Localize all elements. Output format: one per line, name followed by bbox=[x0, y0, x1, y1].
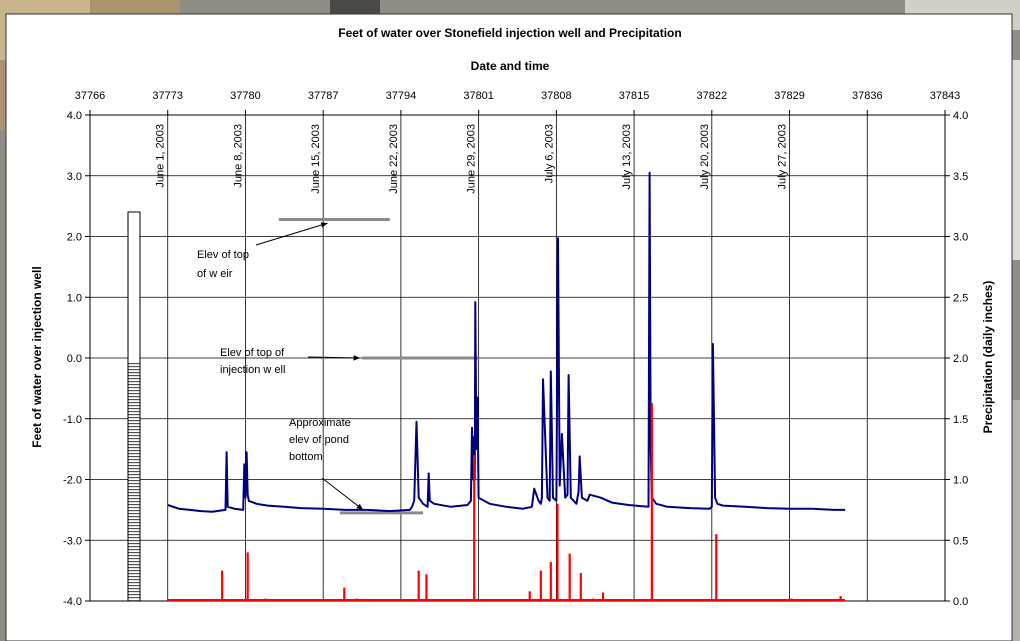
annotation-arrow bbox=[307, 356, 361, 359]
x-tick-label: 37843 bbox=[930, 90, 961, 102]
annotation-line: of w eir bbox=[197, 268, 233, 280]
annotation-text: Approximate elev of pond bottom bbox=[289, 417, 351, 463]
x-tick-label: 37829 bbox=[774, 90, 805, 102]
date-label: June 1, 2003 bbox=[155, 124, 167, 188]
date-label: June 15, 2003 bbox=[310, 124, 322, 194]
x-ticks: 37766 37773 37780 37787 37794 37801 37808 37815… bbox=[75, 90, 961, 115]
annotation-line: bottom bbox=[289, 451, 323, 463]
y-tick-label: 3.0 bbox=[67, 171, 82, 183]
y2-tick-label: 3.0 bbox=[953, 232, 968, 244]
x-tick-label: 37822 bbox=[697, 90, 728, 102]
annotation-arrowhead bbox=[356, 503, 364, 510]
chart-panel bbox=[5, 13, 1013, 641]
annotation-line: Approximate bbox=[289, 417, 351, 429]
y-ticks: 4.0 3.0 2.0 1.0 0.0 -1.0 -2.0 -3.0 -4.0 bbox=[63, 110, 90, 608]
y2-tick-label: 0.0 bbox=[953, 596, 968, 608]
annotation-text: Elev of top of injection w ell bbox=[220, 347, 285, 376]
x-tick-label: 37766 bbox=[75, 90, 106, 102]
date-labels: June 1, 2003 June 8, 2003 June 15, 2003 Jun… bbox=[155, 124, 789, 194]
annotation-arrow bbox=[255, 222, 328, 246]
y2-ticks: 4.0 3.5 3.0 2.5 2.0 1.5 1.0 0.5 0.0 bbox=[945, 110, 968, 608]
date-label: July 13, 2003 bbox=[621, 124, 633, 189]
date-label: June 8, 2003 bbox=[232, 124, 244, 188]
y-tick-label: -4.0 bbox=[63, 596, 82, 608]
x-axis-label: Date and time bbox=[471, 59, 550, 73]
annotation-arrow bbox=[321, 477, 364, 511]
gauge-tube bbox=[127, 211, 141, 602]
y-tick-label: -3.0 bbox=[63, 535, 82, 547]
annotation-arrowhead bbox=[320, 222, 328, 228]
y-tick-label: 0.0 bbox=[67, 353, 82, 365]
y-tick-label: 4.0 bbox=[67, 110, 82, 122]
y-tick-label: 2.0 bbox=[67, 232, 82, 244]
y2-tick-label: 1.5 bbox=[953, 414, 968, 426]
annotation-arrowhead bbox=[353, 355, 361, 361]
annotations: Elev of top of w eir Elev of top of injecti… bbox=[197, 222, 364, 511]
x-tick-label: 37801 bbox=[463, 90, 494, 102]
date-label: July 27, 2003 bbox=[777, 124, 789, 189]
water-level-gauge bbox=[127, 211, 141, 602]
y-tick-label: -2.0 bbox=[63, 475, 82, 487]
x-tick-label: 37780 bbox=[230, 90, 261, 102]
chart-title: Feet of water over Stonefield injection … bbox=[338, 26, 681, 40]
x-tick-label: 37808 bbox=[541, 90, 572, 102]
annotation-text: Elev of top of w eir bbox=[197, 249, 249, 280]
y2-tick-label: 1.0 bbox=[953, 475, 968, 487]
annotation-line: Elev of top bbox=[197, 249, 249, 261]
annotation-line: elev of pond bbox=[289, 434, 349, 446]
y-axis-label: Feet of water over injection well bbox=[30, 266, 44, 447]
x-tick-label: 37787 bbox=[308, 90, 339, 102]
y2-tick-label: 3.5 bbox=[953, 171, 968, 183]
date-label: June 22, 2003 bbox=[388, 124, 400, 194]
y2-axis-label: Precipitation (daily inches) bbox=[981, 281, 995, 434]
x-tick-label: 37836 bbox=[852, 90, 883, 102]
date-label: July 20, 2003 bbox=[699, 124, 711, 189]
annotation-line: injection w ell bbox=[220, 364, 285, 376]
date-label: July 6, 2003 bbox=[543, 124, 555, 183]
y2-tick-label: 2.5 bbox=[953, 292, 968, 304]
y-tick-label: -1.0 bbox=[63, 414, 82, 426]
reference-lines bbox=[278, 217, 479, 515]
y2-tick-label: 0.5 bbox=[953, 535, 968, 547]
y2-tick-label: 2.0 bbox=[953, 353, 968, 365]
y-tick-label: 1.0 bbox=[67, 292, 82, 304]
x-tick-label: 37794 bbox=[386, 90, 417, 102]
y2-tick-label: 4.0 bbox=[953, 110, 968, 122]
x-tick-label: 37815 bbox=[619, 90, 650, 102]
annotation-line: Elev of top of bbox=[220, 347, 285, 359]
x-tick-label: 37773 bbox=[152, 90, 183, 102]
grid-lines bbox=[90, 115, 945, 601]
date-label: June 29, 2003 bbox=[466, 124, 478, 194]
series-lines bbox=[167, 171, 846, 601]
